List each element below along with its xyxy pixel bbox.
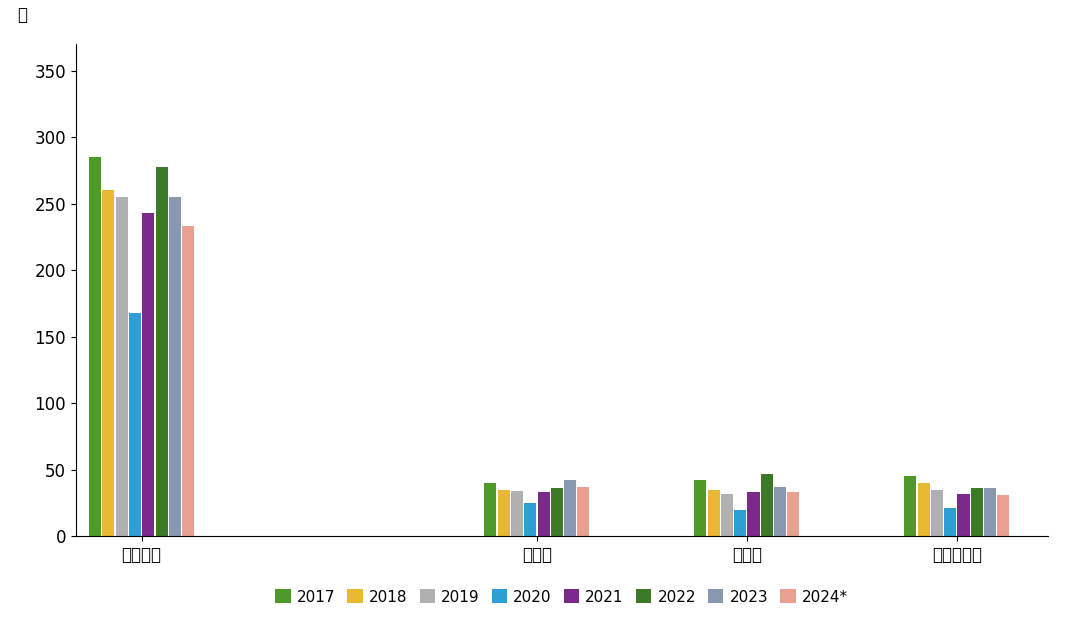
Bar xyxy=(984,488,996,536)
Bar xyxy=(156,167,167,536)
Bar xyxy=(958,494,970,536)
Bar xyxy=(524,503,537,536)
Bar xyxy=(760,474,773,536)
Bar xyxy=(707,490,719,536)
Bar xyxy=(551,488,563,536)
Bar xyxy=(931,490,943,536)
Bar xyxy=(116,197,127,536)
Bar xyxy=(918,483,930,536)
Bar xyxy=(971,488,983,536)
Bar xyxy=(997,495,1010,536)
Bar xyxy=(721,494,733,536)
Bar xyxy=(485,483,497,536)
Bar xyxy=(168,197,180,536)
Bar xyxy=(578,487,590,536)
Bar xyxy=(694,480,706,536)
Legend: 2017, 2018, 2019, 2020, 2021, 2022, 2023, 2024*: 2017, 2018, 2019, 2020, 2021, 2022, 2023… xyxy=(269,584,854,611)
Bar xyxy=(564,480,576,536)
Bar xyxy=(734,510,746,536)
Bar xyxy=(183,227,194,536)
Bar xyxy=(511,491,523,536)
Bar xyxy=(143,213,154,536)
Bar xyxy=(498,490,510,536)
Bar xyxy=(787,492,799,536)
Bar xyxy=(129,313,141,536)
Bar xyxy=(904,476,917,536)
Bar xyxy=(103,191,114,536)
Bar xyxy=(538,492,550,536)
Bar xyxy=(944,509,956,536)
Bar xyxy=(774,487,786,536)
Text: 吨: 吨 xyxy=(17,6,27,25)
Bar xyxy=(747,492,759,536)
Bar xyxy=(90,157,102,536)
